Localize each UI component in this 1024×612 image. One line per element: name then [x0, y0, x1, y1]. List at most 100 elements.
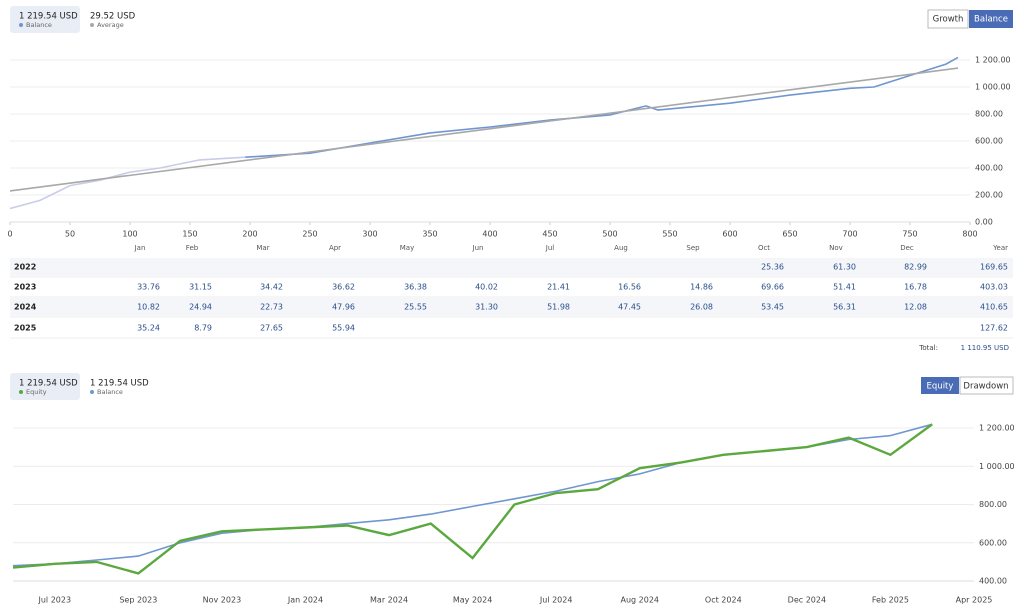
- table-cell: 40.02: [475, 283, 498, 292]
- table-header: Oct: [758, 244, 770, 252]
- row-year: 2024: [14, 303, 37, 312]
- series-line: [245, 56, 959, 158]
- x-tick-label: 600: [722, 230, 737, 239]
- legend-dot: [90, 390, 94, 394]
- x-tick-label: 350: [422, 230, 437, 239]
- series-line: [12, 423, 933, 575]
- button[interactable]: [921, 377, 959, 394]
- table-cell: 61.30: [833, 263, 856, 272]
- y-tick-label: 1 200.00: [975, 56, 1011, 65]
- table-cell: 8.79: [194, 324, 212, 333]
- table-cell: 31.30: [475, 303, 498, 312]
- table-cell: 31.15: [189, 283, 212, 292]
- table-cell: 16.56: [618, 283, 641, 292]
- legend-label: Balance: [26, 21, 52, 29]
- legend-dot: [19, 23, 23, 27]
- x-tick-label: 650: [782, 230, 797, 239]
- button-label[interactable]: Growth: [933, 15, 964, 25]
- table-header: Nov: [829, 244, 843, 252]
- table-cell: 12.08: [904, 303, 927, 312]
- series-line: [9, 156, 246, 210]
- x-tick-label: 50: [65, 230, 75, 239]
- x-tick-label: Apr 2025: [956, 596, 993, 605]
- series-line: [9, 67, 959, 192]
- button-label[interactable]: Balance: [974, 15, 1008, 25]
- series-line: [12, 423, 933, 567]
- legend-label: Equity: [26, 388, 47, 396]
- panel-value: 29.52 USD: [90, 12, 136, 22]
- table-cell: 25.36: [761, 263, 784, 272]
- table-cell: 22.73: [260, 303, 283, 312]
- panel-value: 1 219.54 USD: [90, 379, 149, 389]
- table-cell: 36.38: [404, 283, 427, 292]
- table-cell: 25.55: [404, 303, 427, 312]
- total-label: Total:: [918, 344, 938, 352]
- y-tick-label: 400.00: [975, 164, 1003, 173]
- row-year: 2022: [14, 263, 36, 272]
- y-tick-label: 400.00: [979, 577, 1007, 586]
- panel-value: 1 219.54 USD: [19, 12, 78, 22]
- x-tick-label: 700: [842, 230, 857, 239]
- table-cell: 36.62: [332, 283, 355, 292]
- x-tick-label: Aug 2024: [620, 596, 659, 605]
- button-label[interactable]: Drawdown: [963, 382, 1008, 392]
- active-panel[interactable]: [10, 6, 80, 33]
- table-header: Feb: [186, 244, 199, 252]
- table-cell: 24.94: [189, 303, 212, 312]
- x-tick-label: Mar 2024: [370, 596, 408, 605]
- y-tick-label: 1 200.00: [979, 424, 1015, 433]
- button[interactable]: [969, 10, 1013, 28]
- x-tick-label: Oct 2024: [705, 596, 742, 605]
- legend-dot: [19, 390, 23, 394]
- table-header: Apr: [329, 244, 341, 252]
- y-tick-label: 800.00: [979, 500, 1007, 509]
- button-label[interactable]: Equity: [927, 382, 954, 392]
- table-row-bg: [10, 298, 1013, 316]
- table-cell: 33.76: [137, 283, 160, 292]
- table-cell: 82.99: [904, 263, 927, 272]
- y-tick-label: 1 000.00: [975, 83, 1011, 92]
- legend-dot: [90, 23, 94, 27]
- table-header: Dec: [900, 244, 914, 252]
- table-cell: 69.66: [761, 283, 784, 292]
- x-tick-label: May 2024: [453, 596, 492, 605]
- x-tick-label: 750: [902, 230, 917, 239]
- x-tick-label: 200: [242, 230, 257, 239]
- x-tick-label: 250: [302, 230, 317, 239]
- y-tick-label: 200.00: [975, 191, 1003, 200]
- table-cell: 27.65: [260, 324, 283, 333]
- button[interactable]: [927, 9, 969, 29]
- active-panel[interactable]: [10, 373, 80, 400]
- table-cell: 403.03: [980, 283, 1008, 292]
- table-cell: 35.24: [137, 324, 160, 333]
- x-tick-label: Jul 2024: [539, 596, 573, 605]
- total-value: 1 110.95 USD: [961, 344, 1009, 352]
- table-cell: 21.41: [547, 283, 570, 292]
- x-tick-label: Jul 2023: [38, 596, 72, 605]
- x-tick-label: 800: [962, 230, 977, 239]
- table-cell: 410.65: [980, 303, 1008, 312]
- y-tick-label: 1 000.00: [979, 462, 1015, 471]
- legend-label: Average: [97, 21, 124, 29]
- y-tick-label: 0.00: [975, 218, 993, 227]
- row-year: 2023: [14, 283, 36, 292]
- table-header: May: [400, 244, 414, 252]
- x-tick-label: 400: [482, 230, 497, 239]
- table-cell: 10.82: [137, 303, 160, 312]
- table-header: Jun: [472, 244, 484, 252]
- table-cell: 34.42: [260, 283, 283, 292]
- legend-label: Balance: [97, 388, 123, 396]
- button[interactable]: [959, 376, 1014, 395]
- table-header: Jul: [545, 244, 555, 252]
- table-cell: 16.78: [904, 283, 927, 292]
- x-tick-label: 0: [7, 230, 12, 239]
- x-tick-label: Nov 2023: [203, 596, 242, 605]
- table-header: Aug: [614, 244, 628, 252]
- x-tick-label: 100: [122, 230, 137, 239]
- table-cell: 14.86: [690, 283, 713, 292]
- y-tick-label: 600.00: [975, 137, 1003, 146]
- x-tick-label: 550: [662, 230, 677, 239]
- table-cell: 51.98: [547, 303, 570, 312]
- table-cell: 53.45: [761, 303, 784, 312]
